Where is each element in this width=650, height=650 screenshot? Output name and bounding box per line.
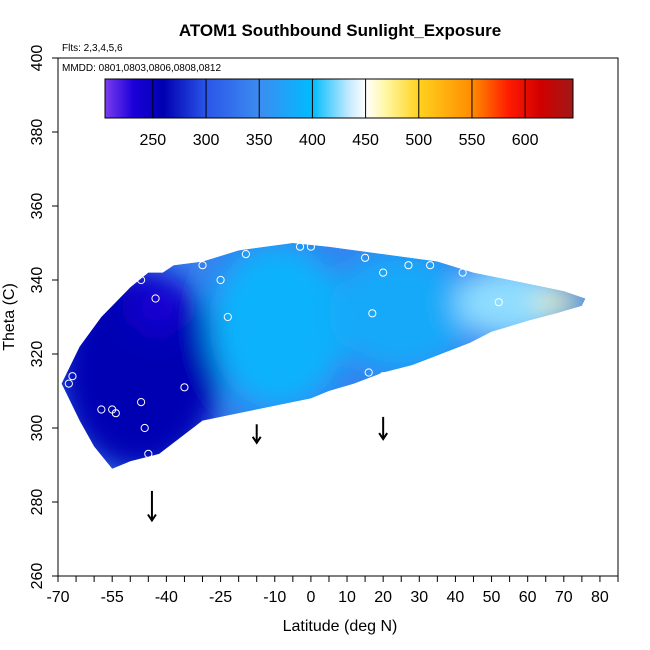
colorbar: 250 300 350 400 450 500 550 600	[104, 78, 574, 149]
observation-point	[140, 423, 149, 433]
observation-point	[306, 242, 316, 251]
y-axis: 260 280 300 320 340 360 380 400	[29, 45, 58, 590]
x-tick-label: 0	[306, 589, 315, 606]
observation-point	[360, 253, 370, 262]
observation-point	[494, 298, 503, 307]
y-tick-label: 260	[29, 563, 46, 590]
observation-point	[404, 261, 413, 270]
x-tick-label: 30	[410, 589, 428, 606]
x-tick-label: 80	[591, 589, 609, 606]
x-tick-label: -55	[101, 589, 124, 606]
x-tick-label: 70	[555, 589, 573, 606]
x-tick-label: -70	[46, 589, 69, 606]
x-tick-label: 60	[519, 589, 537, 606]
observation-point	[144, 449, 153, 458]
y-tick-label: 380	[29, 119, 46, 146]
observation-points	[64, 235, 503, 458]
value-region-2	[209, 243, 348, 410]
observation-point	[379, 372, 388, 381]
observation-point	[458, 268, 467, 277]
observation-point	[198, 261, 207, 270]
x-tick-label: 20	[374, 589, 392, 606]
x-axis-label: Latitude (deg N)	[283, 618, 398, 635]
observation-point	[426, 261, 435, 270]
colorbar-tick-label: 300	[193, 132, 220, 149]
x-tick-label: -10	[263, 589, 286, 606]
y-tick-label: 320	[29, 341, 46, 368]
down-arrow-icon	[378, 416, 388, 441]
x-tick-label: 10	[338, 589, 356, 606]
surface-fill	[61, 243, 586, 469]
y-tick-label: 280	[29, 489, 46, 516]
x-tick-label: -25	[209, 589, 232, 606]
observation-point	[136, 398, 146, 407]
observation-point	[223, 312, 232, 322]
colorbar-tick-label: 600	[512, 132, 539, 149]
value-region-1	[130, 280, 185, 332]
flights-note: Flts: 2,3,4,5,6	[62, 43, 123, 54]
observation-point	[68, 372, 77, 381]
colorbar-tick-label: 400	[299, 132, 326, 149]
arrows	[147, 416, 388, 523]
x-tick-label: 50	[483, 589, 501, 606]
x-tick-label: 40	[447, 589, 465, 606]
down-arrow-icon	[147, 490, 157, 523]
observation-point	[64, 379, 73, 388]
colorbar-tick-label: 550	[459, 132, 486, 149]
observation-point	[97, 405, 106, 414]
down-arrow-icon	[251, 424, 262, 445]
observation-point	[180, 383, 189, 392]
value-region-5	[534, 291, 586, 314]
observation-point	[281, 235, 290, 244]
observation-point	[216, 275, 225, 285]
colorbar-gradient	[104, 78, 574, 119]
value-region-3	[328, 250, 474, 373]
colorbar-tick-label: 350	[246, 132, 273, 149]
observation-point	[364, 368, 373, 377]
colorbar-tick-label: 500	[405, 132, 432, 149]
y-tick-label: 300	[29, 415, 46, 442]
dates-note: MMDD: 0801,0803,0806,0808,0812	[62, 63, 221, 74]
heatmap-surface	[61, 243, 586, 469]
observation-point	[295, 242, 305, 251]
y-axis-label: Theta (C)	[1, 283, 18, 351]
observation-point	[162, 261, 171, 270]
observation-point	[379, 268, 388, 277]
chart-title: ATOM1 Southbound Sunlight_Exposure	[179, 21, 501, 40]
y-tick-label: 340	[29, 267, 46, 294]
x-axis: -70 -55 -40 -25 -10 0 10 20 30 40 50 60 70 80	[46, 575, 619, 606]
colorbar-tick-label: 250	[140, 132, 167, 149]
observation-point	[136, 275, 146, 285]
y-tick-label: 400	[29, 45, 46, 72]
observation-point	[241, 250, 250, 259]
y-tick-label: 360	[29, 193, 46, 220]
observation-point	[151, 294, 160, 303]
colorbar-tick-label: 450	[352, 132, 379, 149]
observation-point	[111, 409, 120, 418]
observation-point	[368, 309, 377, 318]
x-tick-label: -40	[155, 589, 178, 606]
